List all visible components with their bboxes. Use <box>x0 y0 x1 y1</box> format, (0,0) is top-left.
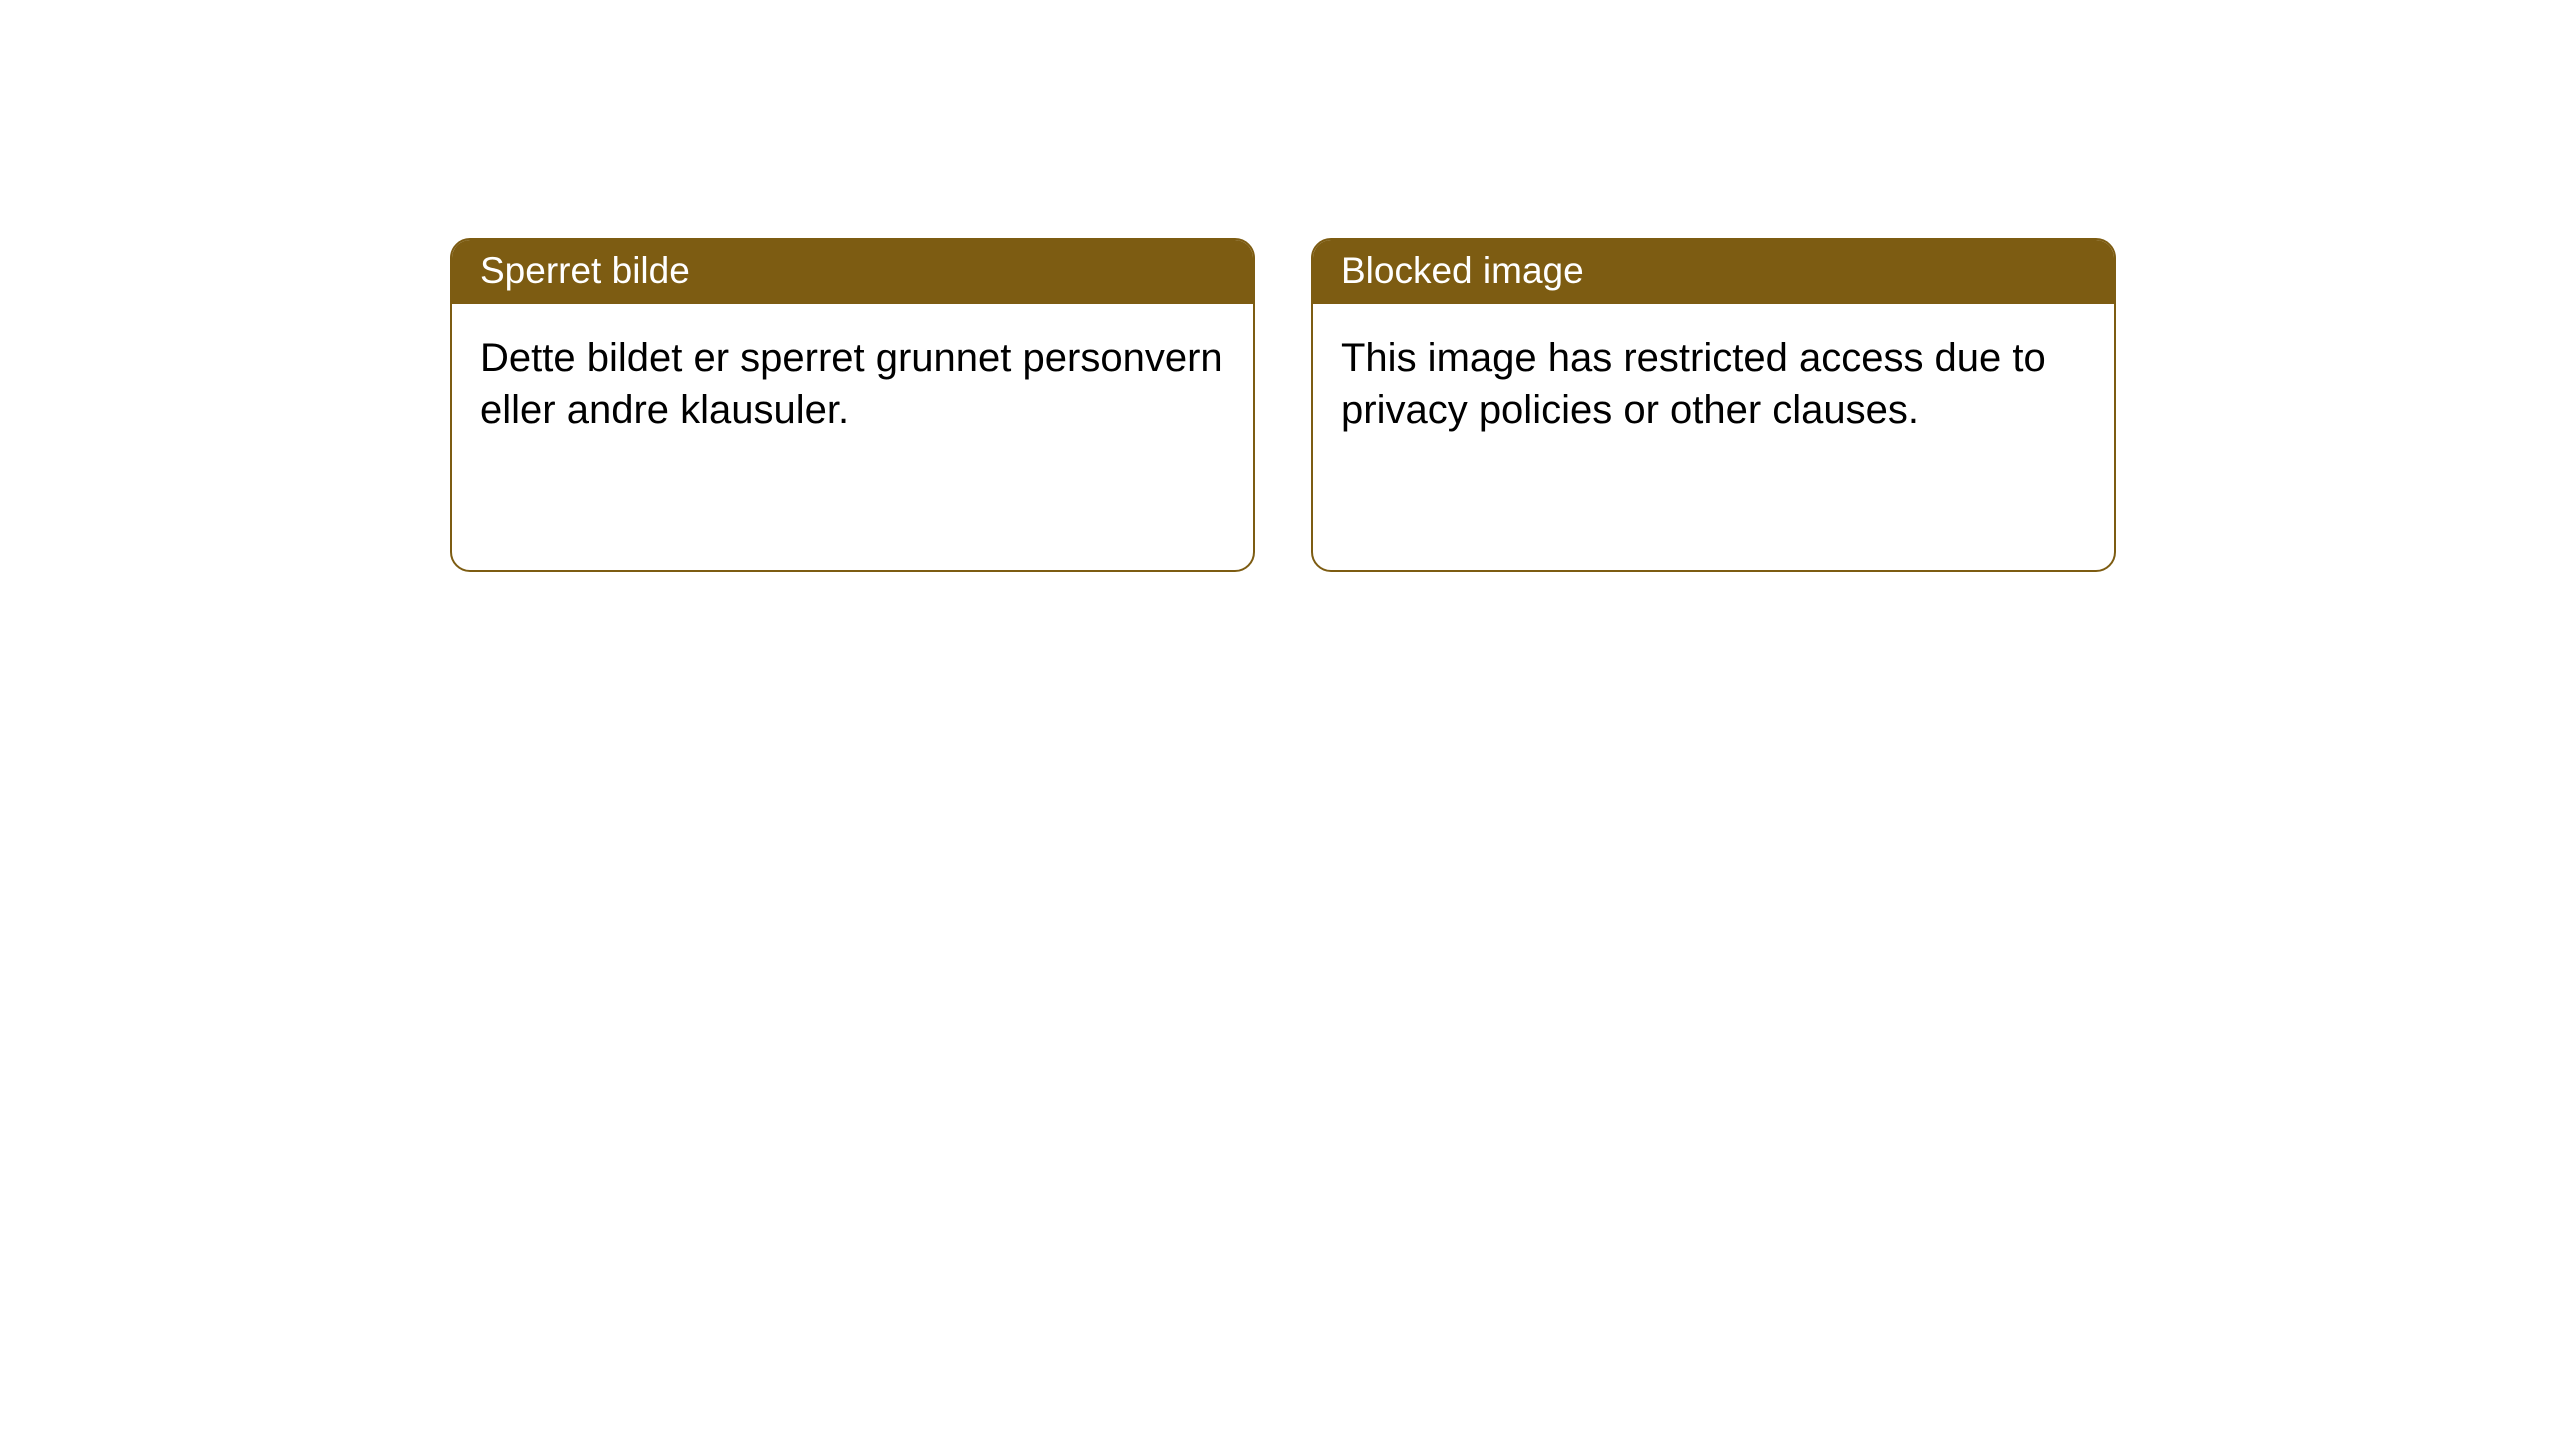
blocked-image-card-english: Blocked image This image has restricted … <box>1311 238 2116 572</box>
card-header-english: Blocked image <box>1313 240 2114 304</box>
notice-container: Sperret bilde Dette bildet er sperret gr… <box>0 0 2560 572</box>
card-body-english: This image has restricted access due to … <box>1313 304 2114 464</box>
blocked-image-card-norwegian: Sperret bilde Dette bildet er sperret gr… <box>450 238 1255 572</box>
card-header-norwegian: Sperret bilde <box>452 240 1253 304</box>
card-body-norwegian: Dette bildet er sperret grunnet personve… <box>452 304 1253 464</box>
